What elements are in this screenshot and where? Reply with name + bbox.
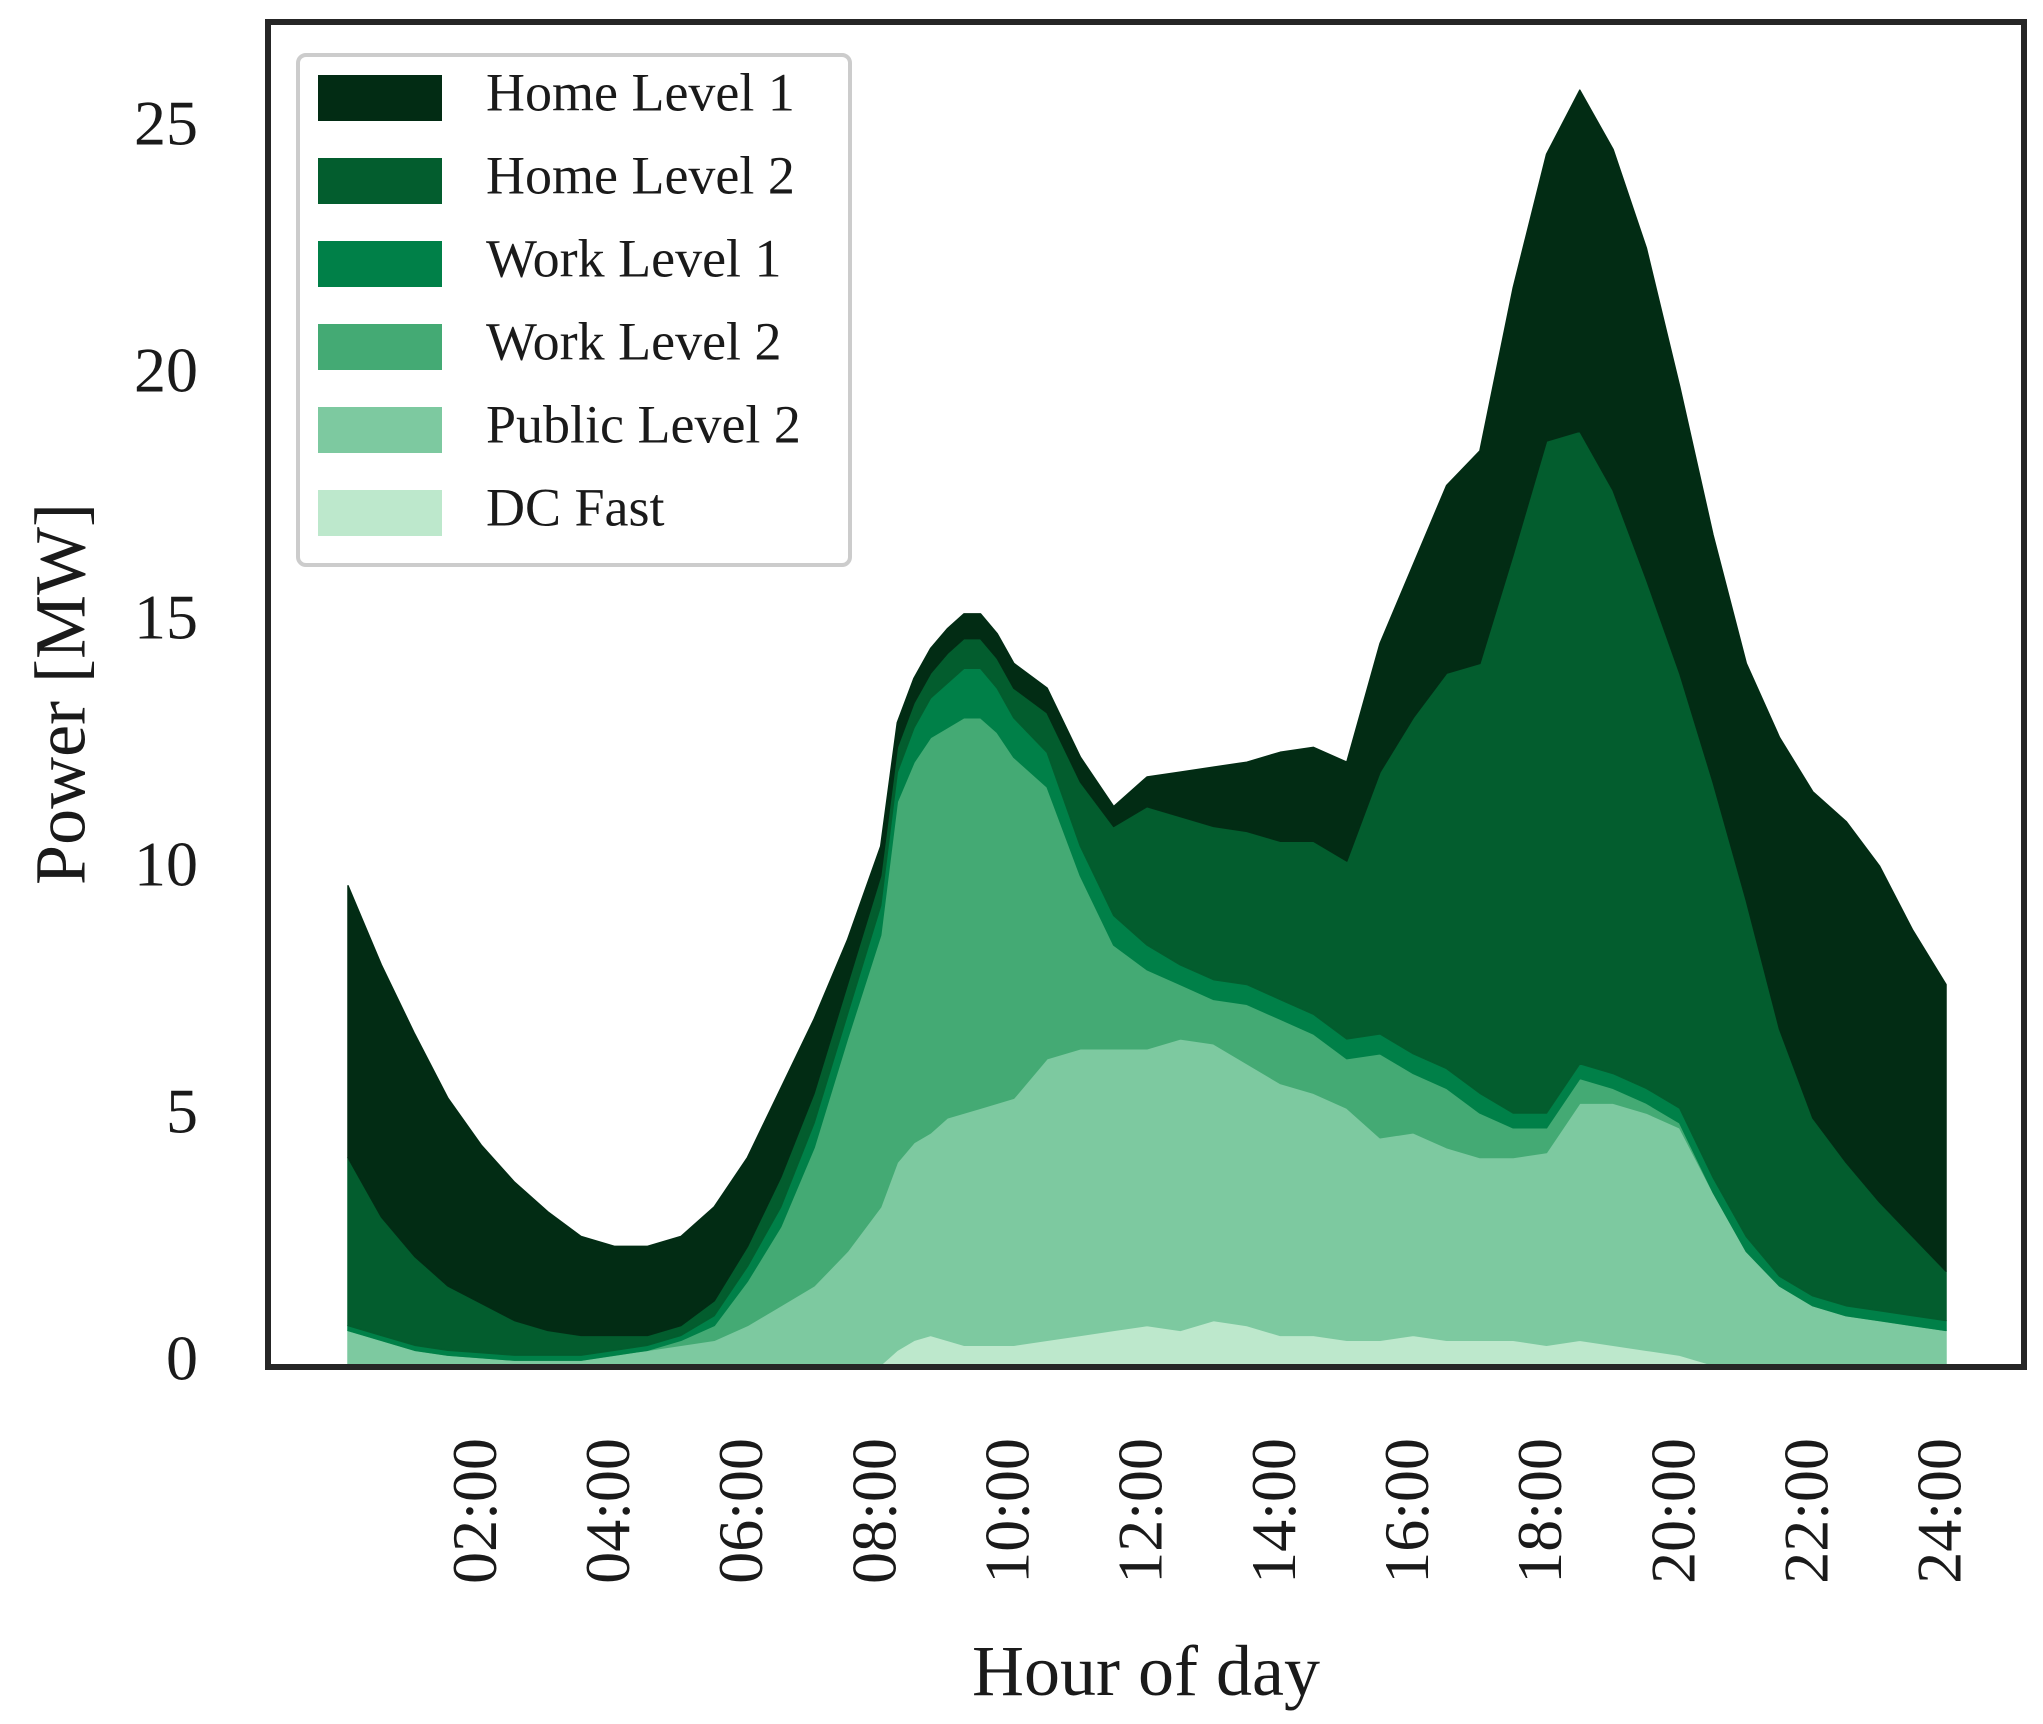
x-tick-label: 20:00: [1637, 1438, 1708, 1584]
legend-label-work-level-1: Work Level 1: [486, 228, 782, 288]
legend-label-public-level-2: Public Level 2: [486, 394, 801, 454]
legend: Home Level 1 Home Level 2 Work Level 1 Work…: [296, 53, 852, 567]
x-tick-label: 04:00: [572, 1438, 643, 1584]
plot-frame: [265, 19, 2027, 1370]
legend-swatch-public-level-2: [318, 407, 442, 453]
area-series-group: [347, 89, 1947, 1366]
y-tick-label: 10: [134, 829, 198, 900]
x-axis-label: Hour of day: [972, 1631, 1320, 1711]
legend-swatch-work-level-2: [318, 324, 442, 370]
legend-swatch-home-level-2: [318, 158, 442, 204]
x-tick-label: 08:00: [838, 1438, 909, 1584]
legend-label-work-level-2: Work Level 2: [486, 311, 782, 371]
x-tick-label: 16:00: [1371, 1438, 1442, 1584]
x-axis-ticks: 02:00 04:00 06:00 08:00 10:00 12:00 14:00 16:00…: [439, 1438, 1975, 1584]
y-tick-label: 15: [134, 582, 198, 653]
x-tick-label: 06:00: [705, 1438, 776, 1584]
x-tick-label: 24:00: [1904, 1438, 1975, 1584]
legend-swatch-home-level-1: [318, 75, 442, 121]
y-tick-label: 0: [166, 1323, 198, 1394]
x-tick-label: 18:00: [1504, 1438, 1575, 1584]
x-tick-label: 14:00: [1238, 1438, 1309, 1584]
y-tick-label: 20: [134, 334, 198, 405]
legend-label-home-level-2: Home Level 2: [486, 145, 795, 205]
legend-swatch-work-level-1: [318, 241, 442, 287]
x-tick-label: 10:00: [971, 1438, 1042, 1584]
legend-items: Home Level 1 Home Level 2 Work Level 1 Work…: [318, 62, 801, 537]
y-axis-label: Power [MW]: [21, 503, 101, 885]
legend-label-home-level-1: Home Level 1: [486, 62, 795, 122]
area-home-level-1: [347, 89, 1947, 1337]
y-tick-label: 5: [166, 1076, 198, 1147]
legend-label-dc-fast: DC Fast: [486, 477, 665, 537]
x-tick-label: 02:00: [439, 1438, 510, 1584]
x-tick-label: 22:00: [1770, 1438, 1841, 1584]
legend-swatch-dc-fast: [318, 490, 442, 536]
x-tick-label: 12:00: [1105, 1438, 1176, 1584]
y-tick-label: 25: [134, 87, 198, 158]
y-axis-ticks: 0 5 10 15 20 25: [134, 87, 198, 1393]
